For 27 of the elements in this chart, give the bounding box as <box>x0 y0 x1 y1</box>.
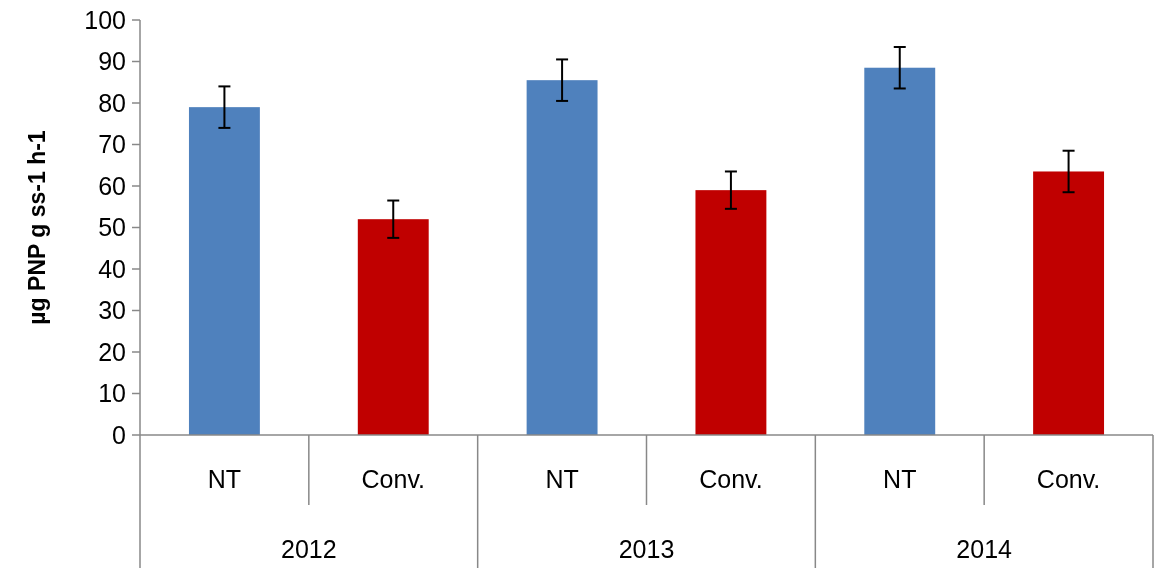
text: 2014 <box>956 535 1013 563</box>
x-tick-label: NT <box>207 465 242 493</box>
x-tick-label: NT <box>545 465 579 493</box>
y-tick-label: 50 <box>98 213 126 242</box>
bar <box>1033 171 1105 435</box>
y-tick-label: 60 <box>98 171 126 200</box>
y-axis-title: µg PNP g ss-1 h-1 <box>24 130 50 325</box>
text: 2013 <box>618 535 675 563</box>
y-tick-label: 70 <box>98 130 126 159</box>
x-tick-label: Conv. <box>361 465 425 493</box>
x-tick-label: NT <box>883 465 917 493</box>
bar <box>188 107 260 435</box>
y-tick-label: 0 <box>112 420 126 449</box>
y-tick-label: 100 <box>84 5 126 34</box>
x-tick-label: Conv. <box>1036 465 1101 493</box>
y-tick-label: 80 <box>98 88 126 117</box>
y-tick-label: 20 <box>98 337 126 366</box>
y-tick-label: 90 <box>98 47 126 76</box>
bar <box>695 190 767 435</box>
y-tick-label: 10 <box>98 379 126 408</box>
bar <box>864 67 936 435</box>
bar <box>526 80 598 435</box>
x-tick-label: Conv. <box>699 465 763 493</box>
bar <box>357 219 429 435</box>
y-tick-label: 30 <box>98 296 126 325</box>
y-tick-label: 40 <box>98 254 126 283</box>
text: 2012 <box>281 535 337 563</box>
